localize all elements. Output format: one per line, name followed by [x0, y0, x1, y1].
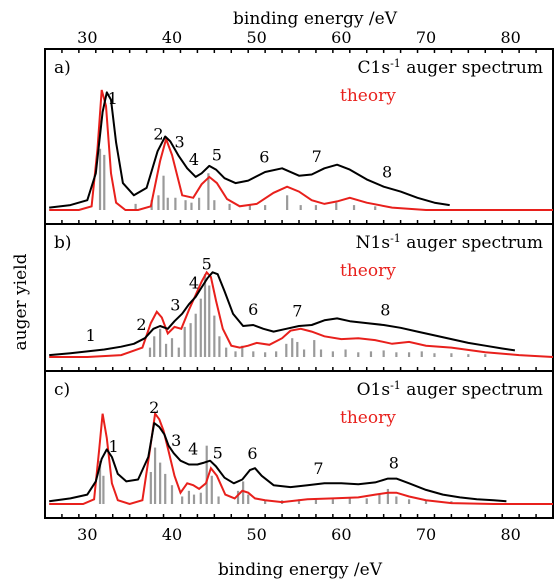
theory-legend-label: theory: [340, 86, 396, 106]
peak-label: 8: [389, 454, 399, 473]
peak-label: 7: [313, 459, 323, 478]
theory-legend-label: theory: [340, 408, 396, 428]
panel-3: 1 23 4 5 6 7 8 c) O1s-1 auger spectrum theory: [44, 370, 554, 519]
peak-label: 6: [247, 444, 257, 463]
panel-title: O1s-1 auger spectrum: [357, 379, 543, 400]
peak-label: 7: [312, 147, 322, 166]
experiment-curve: [49, 422, 507, 503]
peak-label: 3: [170, 295, 180, 314]
theory-curve: [49, 89, 553, 211]
peak-label: 2: [149, 398, 159, 417]
x-tick-label-bottom: 60: [331, 525, 351, 544]
peak-label: 3: [175, 132, 185, 151]
x-tick-label-bottom: 70: [416, 525, 436, 544]
x-tick-label-bottom: 30: [77, 525, 97, 544]
peak-label: 5: [213, 444, 223, 463]
stick-spectrum: [148, 274, 487, 357]
x-tick-label-top: 50: [246, 28, 266, 47]
peak-label: 7: [292, 301, 302, 320]
peak-label: 2: [136, 315, 146, 334]
x-axis-title-top: binding energy /eV: [233, 9, 398, 29]
x-tick-label-bottom: 40: [162, 525, 182, 544]
peak-label: 4: [189, 274, 199, 293]
theory-curve: [49, 270, 554, 358]
peak-label: 6: [259, 147, 269, 166]
peak-label: 4: [189, 150, 199, 169]
x-tick-label-top: 30: [77, 28, 97, 47]
y-axis-title: auger yield: [11, 253, 31, 350]
peak-label: 5: [212, 145, 222, 164]
panel-tag: b): [54, 233, 72, 253]
panel-tag: c): [54, 380, 70, 400]
peak-label: 2: [153, 125, 163, 144]
panel-tag: a): [54, 58, 71, 78]
theory-curve: [49, 411, 553, 506]
x-tick-label-top: 70: [416, 28, 436, 47]
x-tick-label-top: 60: [331, 28, 351, 47]
theory-legend-label: theory: [340, 261, 396, 281]
x-axis-title-bottom: binding energy /eV: [218, 560, 383, 580]
peak-label: 8: [382, 163, 392, 182]
peak-label: 5: [202, 254, 212, 273]
x-tick-label-bottom: 50: [246, 525, 266, 544]
experiment-curve: [49, 91, 450, 209]
peak-label: 6: [248, 300, 258, 319]
plot-area: 12 34 5 6 78a) C1s-1 auger spectrumtheory1234…: [44, 28, 554, 544]
x-tick-label-bottom: 80: [500, 525, 520, 544]
peak-label: 1: [108, 89, 118, 108]
panel-title: N1s-1 auger spectrum: [356, 232, 543, 253]
x-tick-label-top: 40: [162, 28, 182, 47]
panel-title: C1s-1 auger spectrum: [358, 57, 543, 78]
peak-label: 1: [108, 437, 118, 456]
peak-label: 3: [171, 431, 181, 450]
peak-label: 4: [188, 439, 198, 458]
experiment-curve: [49, 271, 516, 357]
panel-2: 1 2 345 6 7 8 b) N1s-1 auger spectrum theory: [44, 223, 554, 372]
tick-marks: [44, 49, 554, 518]
peak-label: 8: [380, 300, 390, 319]
panel-1: 1 2 34 5 6 7 8 a) C1s-1 auger spectrum theory: [44, 48, 554, 225]
stick-spectrum: [98, 148, 377, 210]
peak-label: 1: [86, 326, 96, 345]
x-tick-label-top: 80: [500, 28, 520, 47]
